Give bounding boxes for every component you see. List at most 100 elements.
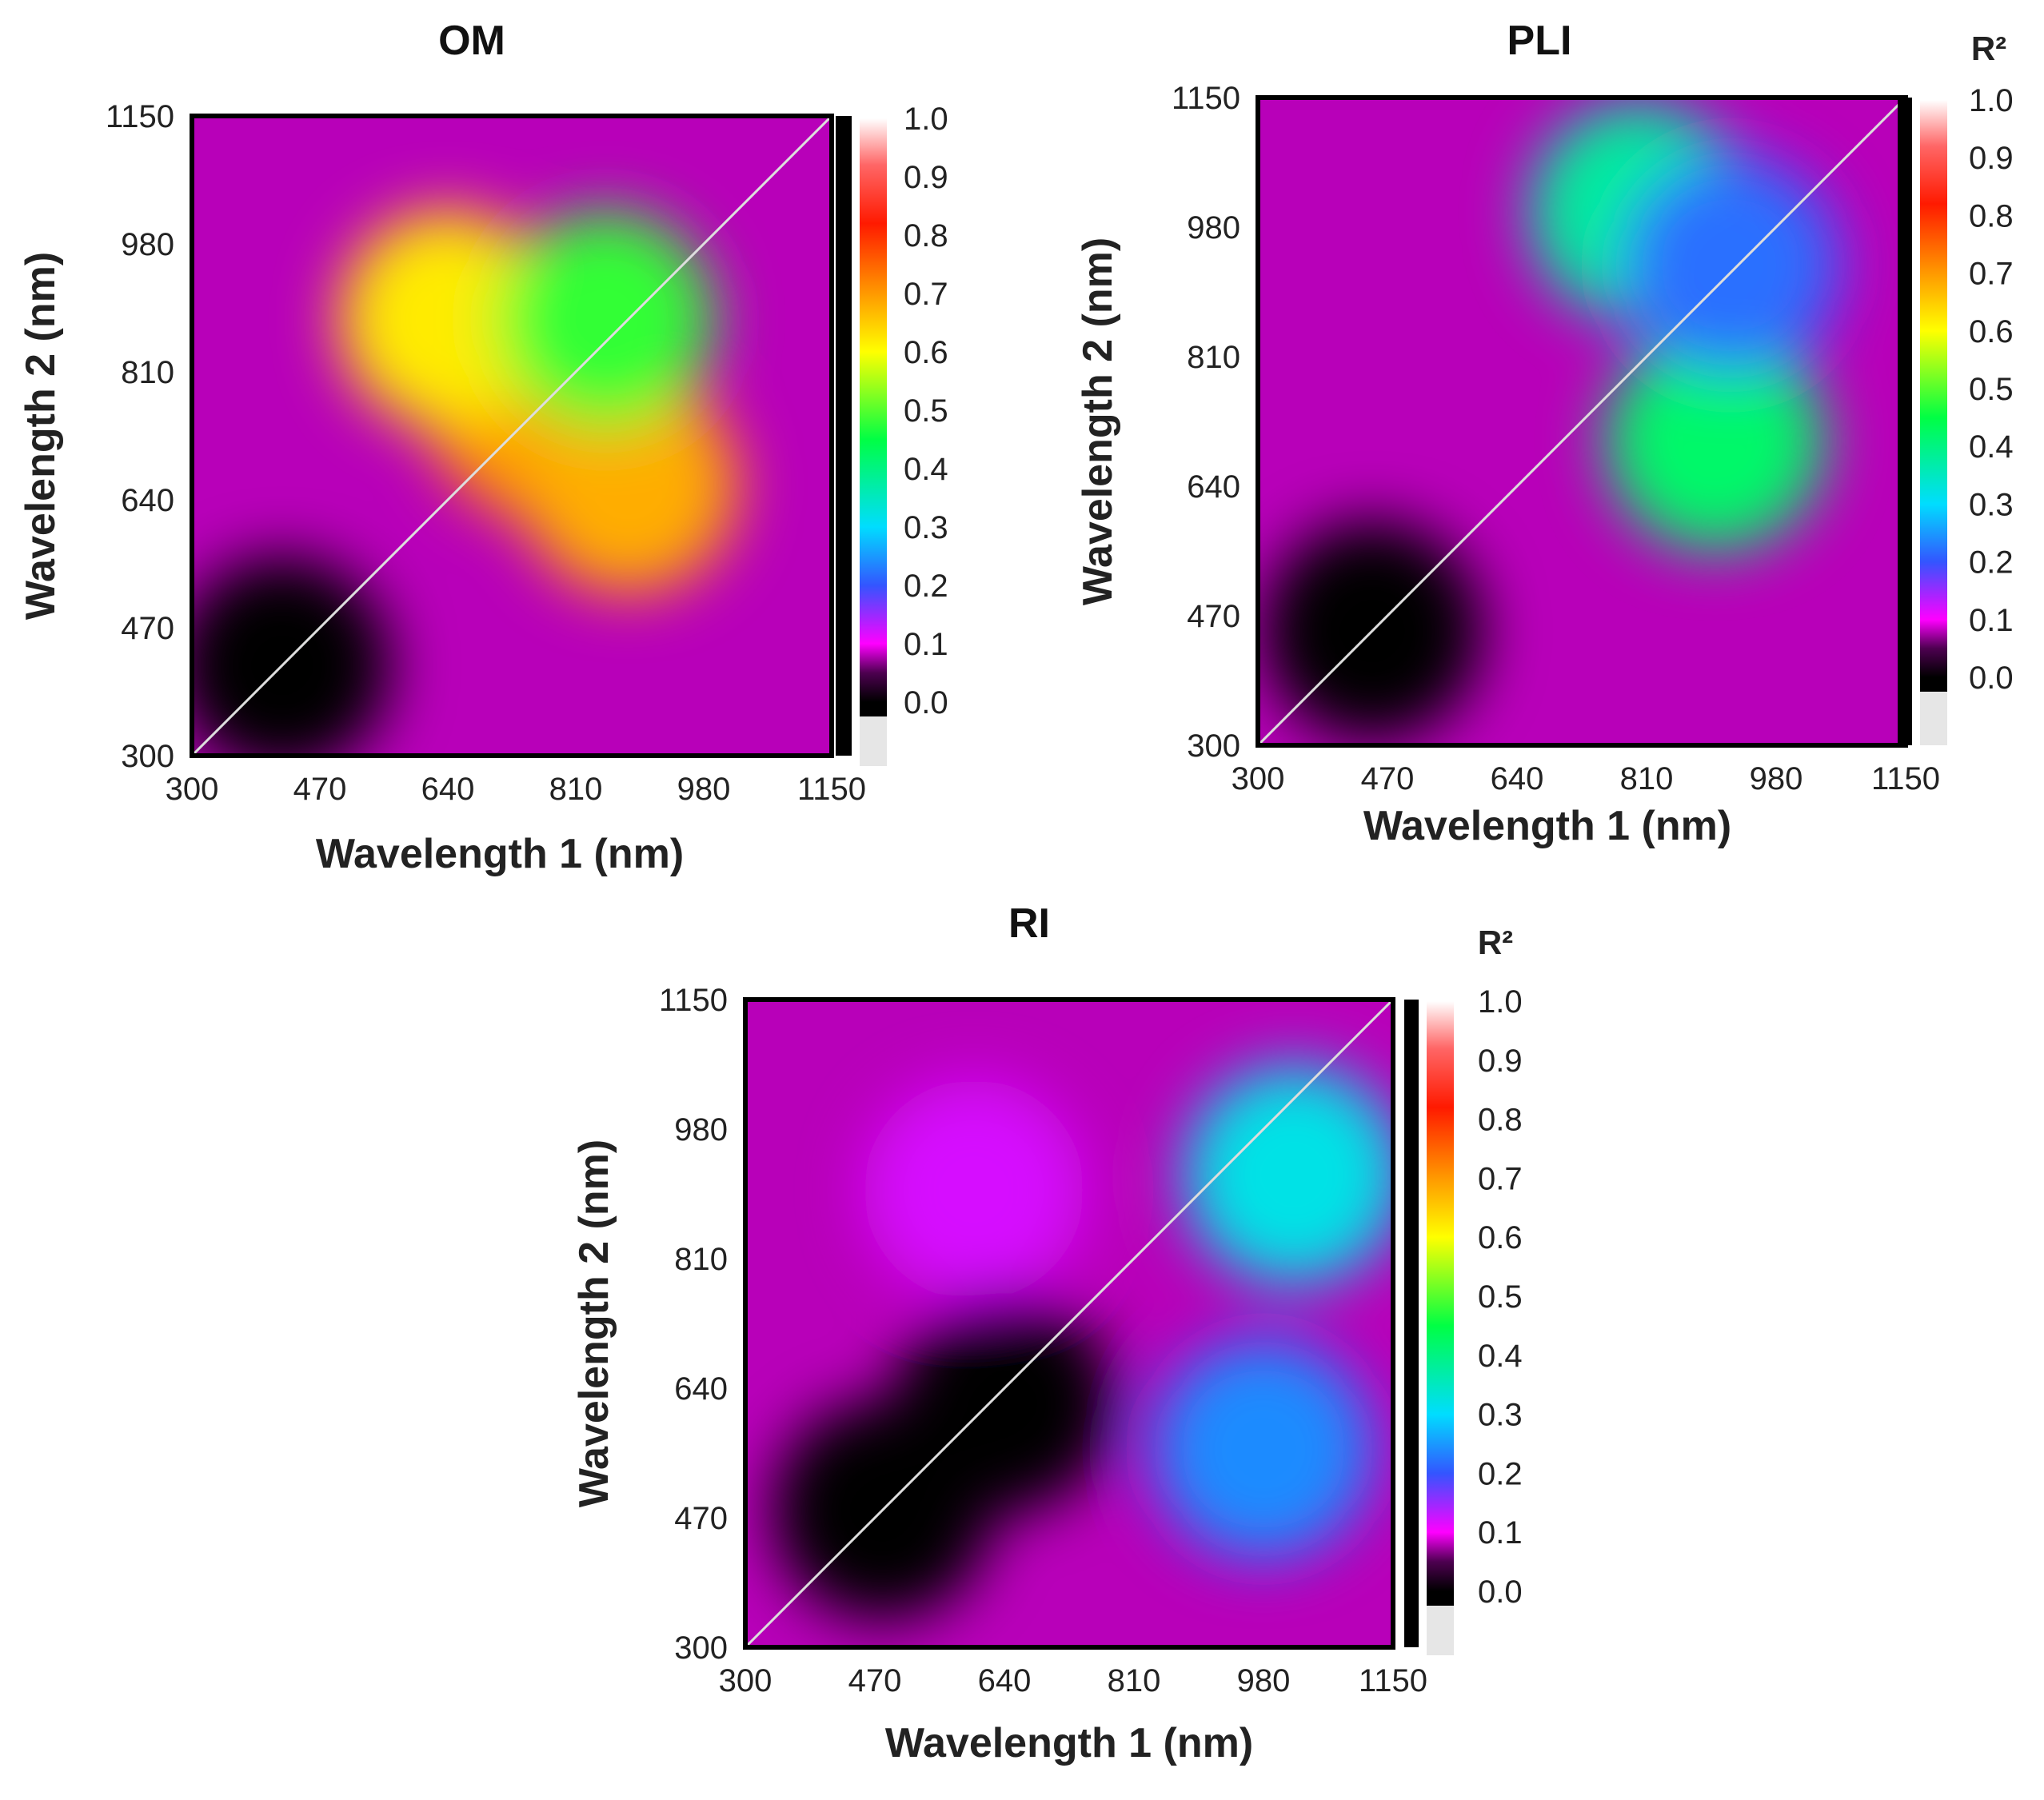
x-tick-label: 300 [1232, 761, 1285, 796]
x-tick-label: 980 [1237, 1663, 1291, 1698]
colorbar-tick-label: 0.5 [1478, 1279, 1523, 1315]
colorbar: 1.0 0.9 0.8 0.7 0.6 0.5 0.4 0.3 0.2 0.1 0.0 R² [1427, 924, 1523, 1655]
y-tick-label: 640 [674, 1371, 728, 1407]
colorbar-label: R² [1971, 30, 2006, 67]
y-tick-label: 300 [1187, 728, 1240, 764]
x-tick-label: 1150 [1359, 1663, 1427, 1698]
heatmap-area [1258, 98, 1906, 745]
y-tick-label: 980 [674, 1112, 728, 1147]
y-tick-label: 810 [121, 355, 174, 390]
colorbar-tick-label: 0.2 [904, 569, 948, 604]
colorbar-tick-label: 0.4 [904, 452, 948, 487]
colorbar-tick-label: 0.6 [1969, 314, 2014, 349]
heatmap-hotspot-2 [1620, 154, 1841, 376]
colorbar: 1.0 0.9 0.8 0.7 0.6 0.5 0.4 0.3 0.2 0.1 0.0 R² [1920, 30, 2014, 745]
y-axis-label: Wavelength 2 (nm) [571, 1139, 617, 1507]
colorbar-tick-label: 1.0 [904, 102, 948, 137]
y-tick-label: 640 [121, 483, 174, 518]
colorbar-tick-label: 0.8 [1478, 1103, 1523, 1138]
x-tick-label: 470 [848, 1663, 902, 1698]
colorbar-floor [860, 702, 887, 716]
y-tick-label: 300 [674, 1630, 728, 1666]
x-axis-label: Wavelength 1 (nm) [885, 1720, 1253, 1766]
panel-om: OM 300 470 640 810 980 1150 300 470 640 810 980 1150… [18, 18, 948, 877]
y-tick-label: 810 [674, 1242, 728, 1277]
colorbar-tick-label: 0.5 [1969, 372, 2014, 407]
y-tick-label: 980 [121, 227, 174, 262]
colorbar-gradient [860, 118, 887, 702]
colorbar-tick-label: 0.0 [1478, 1575, 1523, 1610]
heatmap-hotspot-1 [1153, 1339, 1374, 1559]
x-tick-label: 470 [1361, 761, 1415, 796]
y-tick-label: 980 [1187, 210, 1240, 245]
panel-title: RI [1008, 900, 1050, 947]
colorbar-gradient [1427, 1001, 1454, 1591]
y-tick-label: 470 [674, 1501, 728, 1536]
y-tick-label: 1150 [659, 983, 728, 1018]
colorbar-gradient [1920, 100, 1947, 677]
colorbar-nodata [1427, 1606, 1454, 1655]
colorbar-tick-label: 0.3 [1969, 487, 2014, 522]
panel-title: PLI [1507, 18, 1572, 64]
colorbar-tick-label: 0.2 [1478, 1456, 1523, 1491]
x-tick-label: 1150 [1871, 761, 1940, 796]
colorbar-floor [1920, 677, 1947, 692]
heatmap-hotspot-3 [497, 210, 715, 429]
colorbar-tick-label: 0.9 [904, 160, 948, 195]
heatmap-area [192, 116, 832, 756]
x-tick-label: 640 [421, 772, 475, 807]
panel-ri: RI 300 470 640 810 980 1150 300 470 640 810 980 1150… [571, 900, 1523, 1766]
colorbar-tick-label: 1.0 [1478, 984, 1523, 1020]
y-tick-label: 470 [121, 611, 174, 646]
colorbar-strip [836, 116, 852, 756]
colorbar-tick-label: 0.3 [1478, 1398, 1523, 1433]
colorbar-tick-label: 0.8 [904, 218, 948, 253]
x-tick-label: 300 [719, 1663, 772, 1698]
diagonal-line [745, 1000, 1393, 1647]
colorbar-tick-label: 0.4 [1478, 1339, 1523, 1374]
colorbar-tick-label: 0.7 [1478, 1161, 1523, 1196]
colorbar-nodata [1920, 692, 1947, 745]
heatmap-hotspot-1 [519, 376, 737, 594]
colorbar-strip [1404, 1000, 1419, 1647]
colorbar-floor [1427, 1591, 1454, 1606]
colorbar-tick-label: 1.0 [1969, 83, 2014, 118]
x-axis-label: Wavelength 1 (nm) [1363, 803, 1731, 849]
colorbar-tick-label: 0.0 [1969, 661, 2014, 696]
y-tick-label: 640 [1187, 469, 1240, 505]
colorbar-tick-label: 0.9 [1969, 141, 2014, 176]
plot-frame [190, 114, 834, 758]
x-axis-label: Wavelength 1 (nm) [316, 831, 684, 877]
diagonal-line [1258, 98, 1906, 745]
colorbar-tick-label: 0.7 [1969, 257, 2014, 292]
colorbar-tick-label: 0.9 [1478, 1044, 1523, 1079]
x-tick-label: 980 [1750, 761, 1803, 796]
colorbar-tick-label: 0.1 [1478, 1515, 1523, 1551]
colorbar-tick-label: 0.1 [1969, 603, 2014, 638]
x-tick-label: 810 [1620, 761, 1674, 796]
y-axis-label: Wavelength 2 (nm) [1075, 237, 1121, 605]
heatmap-area [745, 1000, 1393, 1647]
y-tick-label: 810 [1187, 340, 1240, 375]
heatmap-hotspot-0 [1184, 1064, 1393, 1285]
colorbar-nodata [860, 716, 887, 766]
x-tick-label: 1150 [797, 772, 866, 807]
colorbar-tick-label: 0.8 [1969, 198, 2014, 233]
colorbar-tick-label: 0.2 [1969, 545, 2014, 581]
y-tick-label: 1150 [1172, 81, 1240, 116]
x-tick-label: 810 [1108, 1663, 1161, 1698]
x-tick-label: 300 [166, 772, 219, 807]
x-tick-label: 640 [978, 1663, 1032, 1698]
heatmap-hotspot-0 [1605, 330, 1826, 551]
colorbar-strip [1898, 98, 1912, 745]
y-tick-label: 470 [1187, 599, 1240, 634]
y-tick-label: 1150 [106, 99, 174, 134]
colorbar-tick-label: 0.4 [1969, 429, 2014, 465]
colorbar-tick-label: 0.3 [904, 510, 948, 545]
colorbar-tick-label: 0.6 [904, 335, 948, 370]
x-tick-label: 810 [549, 772, 603, 807]
panel-title: OM [438, 18, 505, 64]
y-tick-label: 300 [121, 739, 174, 774]
colorbar-tick-label: 0.1 [904, 627, 948, 662]
